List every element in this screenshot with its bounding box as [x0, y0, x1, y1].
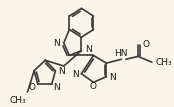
Text: N: N — [109, 73, 116, 82]
Text: N: N — [85, 45, 92, 54]
Text: O: O — [90, 82, 97, 91]
Text: N: N — [58, 67, 65, 76]
Text: CH₃: CH₃ — [156, 58, 172, 67]
Text: O: O — [143, 40, 150, 49]
Text: O: O — [29, 83, 36, 92]
Text: N: N — [54, 83, 60, 92]
Text: N: N — [53, 39, 60, 48]
Text: HN: HN — [114, 49, 128, 58]
Text: N: N — [72, 70, 79, 79]
Text: CH₃: CH₃ — [9, 96, 26, 105]
